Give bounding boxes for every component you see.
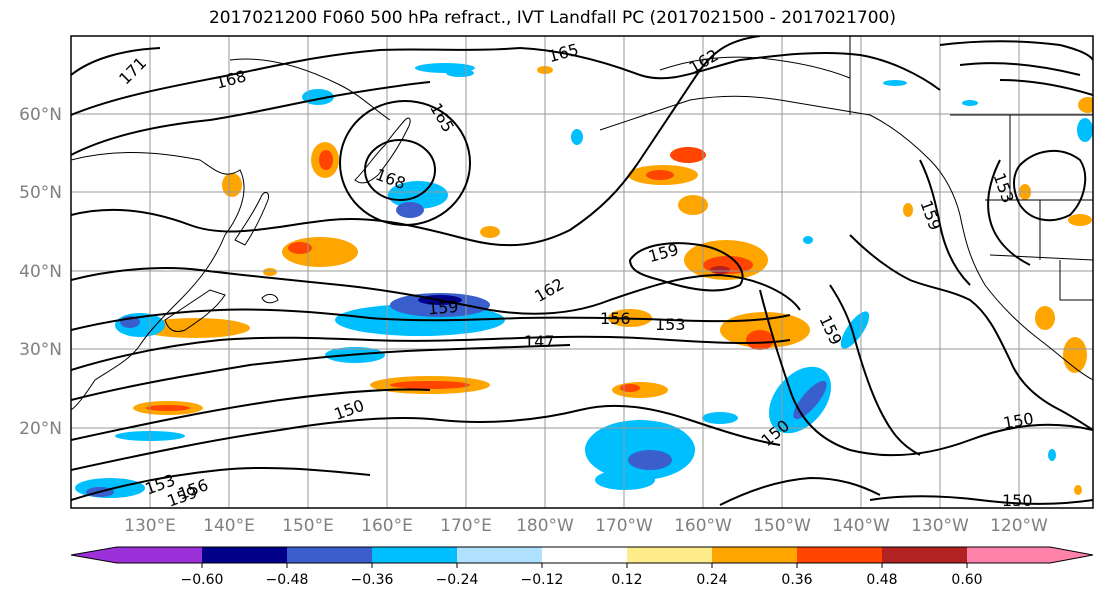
colorbar-tick-label: −0.12 <box>521 572 564 588</box>
colorbar-segment <box>967 547 1093 563</box>
lon-label: 170°W <box>595 516 653 536</box>
colorbar-segment <box>627 547 712 563</box>
lon-label: 150°E <box>282 516 334 536</box>
colorbar-segment <box>457 547 542 563</box>
colorbar-tick-label: −0.60 <box>181 572 224 588</box>
colorbar-segment <box>71 547 202 563</box>
colorbar-tick-label: 0.48 <box>866 572 897 588</box>
colorbar-tick-label: 0.12 <box>611 572 642 588</box>
lon-label: 130°E <box>124 516 176 536</box>
contour-label: 147 <box>524 332 555 351</box>
contour-label: 153 <box>655 315 686 334</box>
colorbar-tick-label: −0.48 <box>266 572 309 588</box>
lon-label: 120°W <box>990 516 1048 536</box>
map-title: 2017021200 F060 500 hPa refract., IVT La… <box>208 8 896 28</box>
lon-label: 140°E <box>203 516 255 536</box>
height-contours <box>71 36 1093 506</box>
map-frame <box>70 35 1094 509</box>
lon-label: 170°E <box>440 516 492 536</box>
lat-label: 60°N <box>19 105 62 125</box>
latitude-labels: 60°N 50°N 40°N 30°N 20°N <box>19 105 62 439</box>
lat-label: 30°N <box>19 340 62 360</box>
colorbar-tick-label: −0.24 <box>436 572 479 588</box>
lat-label: 40°N <box>19 262 62 282</box>
lat-label: 20°N <box>19 419 62 439</box>
colorbar-segment <box>202 547 287 563</box>
colorbar-tick-label: −0.36 <box>351 572 394 588</box>
lon-label: 130°W <box>911 516 969 536</box>
contour-label: 150 <box>1002 491 1033 510</box>
lon-label: 160°E <box>361 516 413 536</box>
contour-label: 156 <box>600 309 631 328</box>
lon-label: 160°W <box>674 516 732 536</box>
lat-label: 50°N <box>19 183 62 203</box>
coastlines <box>71 36 1093 411</box>
lon-label: 150°W <box>753 516 811 536</box>
colorbar-tick-label: 0.60 <box>951 572 982 588</box>
longitude-labels: 130°E 140°E 150°E 160°E 170°E 180°W 170°… <box>124 516 1048 536</box>
colorbar-segment <box>712 547 797 563</box>
colorbar-segment <box>372 547 457 563</box>
colorbar-segment <box>287 547 372 563</box>
contour-label: 159 <box>427 297 459 319</box>
lon-label: 180°W <box>516 516 574 536</box>
colorbar-tick-label: 0.36 <box>781 572 812 588</box>
lon-label: 140°W <box>832 516 890 536</box>
colorbar-tick-label: 0.24 <box>696 572 727 588</box>
colorbar: −0.60 −0.48 −0.36 −0.24 −0.12 0.12 0.24 … <box>70 546 1094 588</box>
colorbar-outline <box>70 546 1094 564</box>
colorbar-segment <box>797 547 882 563</box>
colorbar-segment <box>542 547 627 563</box>
colorbar-segment <box>882 547 967 563</box>
graticule <box>71 36 1093 508</box>
